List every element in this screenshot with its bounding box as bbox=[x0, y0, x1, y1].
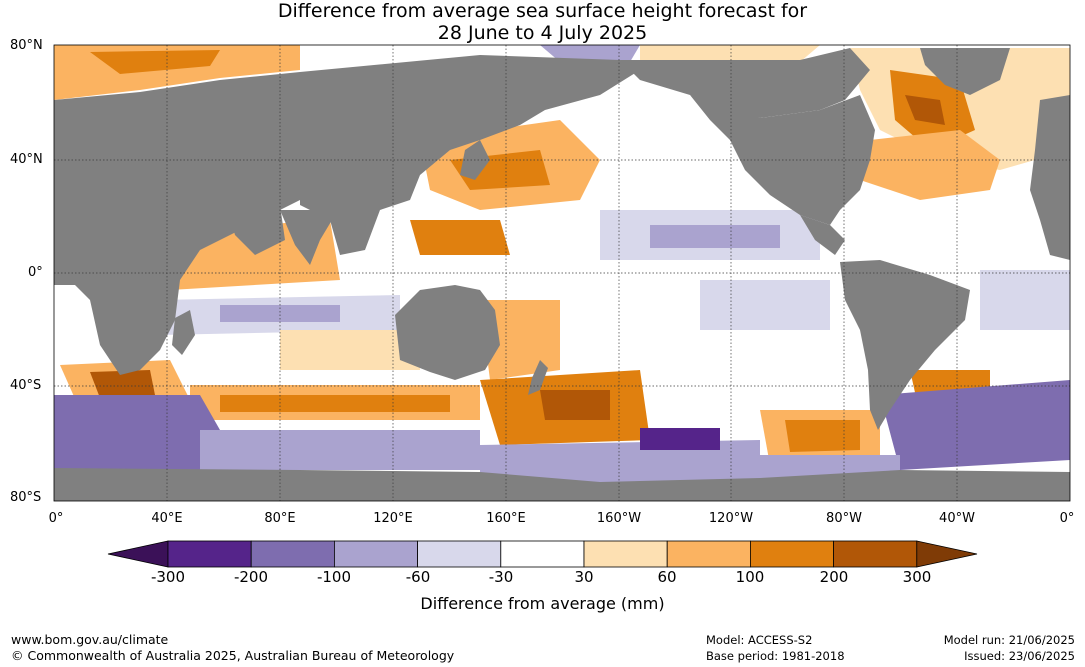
lon-label-40e: 40°E bbox=[151, 511, 183, 526]
footer-base-period: Base period: 1981-2018 bbox=[706, 649, 845, 663]
land-india bbox=[280, 210, 335, 265]
anomaly-antarctic-west-light bbox=[200, 430, 480, 470]
lat-label-40s: 40°S bbox=[10, 378, 42, 393]
colorbar-label-300: 300 bbox=[902, 568, 932, 586]
colorbar-extend-low bbox=[107, 540, 169, 568]
map-title-line-2: 28 June to 4 July 2025 bbox=[437, 22, 648, 44]
colorbar-label-minus-200: -200 bbox=[233, 568, 269, 586]
land-australia bbox=[395, 285, 500, 380]
anomaly-south-indian-belt-core bbox=[220, 395, 450, 412]
colorbar-label-minus-300: -300 bbox=[150, 568, 186, 586]
colorbar-segment bbox=[750, 540, 835, 568]
colorbar-label-minus-30: -30 bbox=[488, 568, 514, 586]
land-masses bbox=[54, 48, 1070, 501]
land-south-america bbox=[840, 260, 970, 430]
lon-label-160w: 160°W bbox=[596, 511, 642, 526]
colorbar-label-100: 100 bbox=[735, 568, 765, 586]
land-new-zealand bbox=[528, 360, 548, 395]
footer-model-run: Model run: 21/06/2025 bbox=[943, 633, 1075, 647]
anomaly-south-pacific-east-core bbox=[785, 420, 860, 452]
lat-label-80n: 80°N bbox=[10, 38, 43, 53]
colorbar-segment bbox=[417, 540, 502, 568]
footer-copyright: © Commonwealth of Australia 2025, Austra… bbox=[11, 648, 455, 663]
colorbar bbox=[107, 540, 978, 568]
lon-label-40w: 40°W bbox=[939, 511, 975, 526]
colorbar-segment bbox=[833, 540, 918, 568]
anomaly-arctic-west-core bbox=[90, 50, 220, 74]
anomaly-arctic-purple bbox=[540, 45, 640, 62]
land-arabia bbox=[225, 200, 285, 255]
anomaly-gulf-stream bbox=[860, 130, 1000, 200]
land-madagascar bbox=[172, 310, 195, 355]
lat-label-80s: 80°S bbox=[10, 490, 42, 505]
lon-label-0-left: 0° bbox=[48, 511, 64, 526]
anomaly-antarctic-east bbox=[880, 380, 1070, 470]
anomaly-north-pacific-purple-core bbox=[650, 225, 780, 248]
anomaly-agulhas-core bbox=[90, 370, 155, 398]
graticule bbox=[54, 45, 1070, 501]
colorbar-label-minus-100: -100 bbox=[316, 568, 352, 586]
colorbar-segment bbox=[583, 540, 668, 568]
colorbar-segment bbox=[167, 540, 252, 568]
land-asia bbox=[300, 55, 640, 255]
footer-website: www.bom.gov.au/climate bbox=[11, 632, 169, 647]
lon-label-120w: 120°W bbox=[708, 511, 754, 526]
land-alaska bbox=[620, 48, 870, 118]
anomaly-indian-ocean-purple-core bbox=[220, 305, 340, 322]
anomaly-antarctic-pacific bbox=[480, 440, 760, 485]
anomaly-south-pacific-west-core bbox=[540, 390, 610, 420]
colorbar-label-minus-60: -60 bbox=[405, 568, 431, 586]
colorbar-label-30: 30 bbox=[574, 568, 594, 586]
land-africa-europe bbox=[54, 72, 300, 375]
land-antarctica bbox=[54, 468, 1070, 501]
colorbar-label-60: 60 bbox=[657, 568, 677, 586]
anomaly-atlantic-purple bbox=[980, 270, 1070, 330]
land-central-america bbox=[800, 215, 845, 255]
map-frame bbox=[53, 44, 1071, 502]
map-title-line-1: Difference from average sea surface heig… bbox=[277, 0, 808, 22]
anomaly-north-atlantic-deep bbox=[905, 95, 945, 125]
lon-label-120e: 120°E bbox=[373, 511, 413, 526]
colorbar-extend-high bbox=[916, 540, 978, 568]
lat-label-equator: 0° bbox=[28, 265, 43, 280]
land-greenland bbox=[920, 48, 1010, 95]
anomaly-east-pacific-purple bbox=[700, 280, 830, 330]
footer-model: Model: ACCESS-S2 bbox=[706, 633, 813, 647]
lat-label-40n: 40°N bbox=[10, 152, 43, 167]
land-europe-east bbox=[1030, 95, 1070, 260]
lon-label-0-right: 0° bbox=[1059, 511, 1075, 526]
colorbar-label-200: 200 bbox=[819, 568, 849, 586]
anomaly-antarctic-pacific-core bbox=[640, 428, 720, 450]
colorbar-segment bbox=[666, 540, 751, 568]
lon-label-160e: 160°E bbox=[486, 511, 526, 526]
colorbar-segment bbox=[333, 540, 418, 568]
colorbar-title: Difference from average (mm) bbox=[420, 594, 665, 613]
lon-label-80e: 80°E bbox=[264, 511, 296, 526]
lon-label-80w: 80°W bbox=[826, 511, 862, 526]
colorbar-segment bbox=[500, 540, 585, 568]
footer-issued: Issued: 23/06/2025 bbox=[964, 649, 1075, 663]
anomaly-west-pacific bbox=[410, 220, 510, 255]
anomaly-indian-ocean-orange bbox=[280, 330, 420, 370]
colorbar-segment bbox=[250, 540, 335, 568]
